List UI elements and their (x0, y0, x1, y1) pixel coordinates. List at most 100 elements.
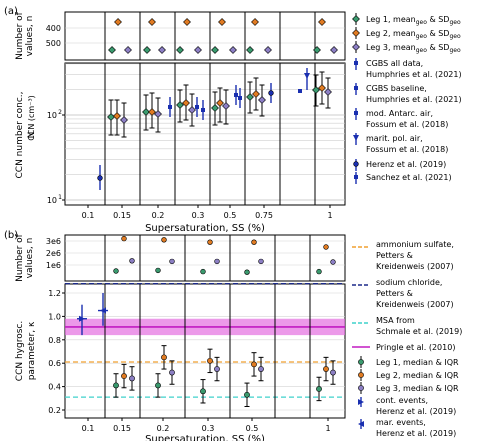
x-axis-label-b: Supersaturation, SS (%) (145, 434, 265, 441)
literature-marker-a (195, 105, 199, 109)
data-marker-leg3-b (258, 366, 264, 372)
legend-marker-a-lit (354, 175, 358, 179)
legend-label-a: marit. pol. air, (366, 134, 423, 143)
y-main-tick-a-exp: 2 (58, 109, 62, 116)
top-marker-leg1-a (211, 46, 219, 54)
y-main-tick-b: 0.8 (48, 336, 61, 345)
y-top-label-a: values, n (25, 16, 35, 57)
legend-label-b: Herenz et al. (2019) (376, 407, 456, 416)
data-marker-leg3-a (120, 116, 128, 124)
legend-marker-b-lit (358, 421, 364, 427)
y-top-label-a: Number of (15, 11, 25, 60)
legend-label-a: & SD (427, 15, 450, 24)
legend-label-a: Humphries et al. (2021) (366, 95, 462, 104)
literature-marker-a (201, 108, 205, 112)
legend-label-b: mar. events, (376, 418, 426, 427)
herenz-mar-marker-b (100, 307, 106, 314)
legend-label-b: Leg 2, median & IQR (376, 371, 459, 380)
legend-marker-b (358, 385, 364, 391)
top-marker-leg3-b (169, 258, 175, 265)
top-marker-leg3-b (129, 258, 135, 264)
herenz-marker-a (97, 175, 103, 181)
top-marker-leg2-b (207, 239, 213, 245)
legend-marker-a-lit (354, 111, 358, 115)
legend-label-b: Kreidenweis (2007) (376, 262, 454, 271)
data-marker-leg3-a (324, 88, 332, 96)
y-main-label-a-unit: CCN (cm⁻³) (27, 95, 36, 141)
y-main-label-a: CCN number conc., (15, 92, 25, 179)
legend-label-b: ammonium sulfate, (376, 240, 454, 249)
legend-label-a: Sanchez et al. (2021) (366, 173, 452, 182)
top-marker-leg1-b (244, 269, 250, 275)
legend-sub-a: geo (416, 47, 428, 54)
x-tick-label-a: 0.5 (224, 211, 237, 220)
legend-label-a: & SD (427, 43, 450, 52)
data-marker-leg2-b (251, 361, 257, 368)
data-marker-leg1-a (142, 108, 150, 116)
top-marker-leg3-b (258, 258, 264, 265)
data-marker-leg2-b (207, 357, 213, 364)
y-main-label-b: parameter, κ (27, 321, 37, 380)
data-marker-leg2-b (121, 373, 127, 379)
data-marker-leg1-a (176, 101, 184, 109)
panel-a-top-frame (64, 11, 346, 61)
data-marker-leg1-b (244, 391, 250, 398)
top-marker-leg2-b (323, 244, 329, 250)
literature-marker-a (238, 96, 242, 100)
data-marker-leg1-b (113, 382, 119, 389)
y-main-tick-b: 0.4 (48, 383, 61, 392)
legend-label-b: sodium chloride, (376, 278, 442, 287)
legend-label-b: cont. events, (376, 396, 428, 405)
y-top-tick-b: 3e6 (46, 237, 61, 246)
legend-label-b: Kreidenweis (2007) (376, 300, 454, 309)
data-marker-leg2-a (318, 84, 326, 92)
top-marker-leg2-a (114, 18, 122, 26)
x-tick-label-a: 0.75 (255, 211, 273, 220)
y-main-tick-a-exp: 1 (58, 194, 62, 201)
literature-marker-a (234, 93, 238, 97)
legend-label-b: Leg 3, median & IQR (376, 384, 459, 393)
legend-marker-a-lit (353, 135, 359, 141)
legend-label-a: CGBS all data, (366, 59, 423, 68)
data-marker-leg3-b (129, 375, 135, 382)
top-marker-leg1-b (316, 268, 322, 275)
data-marker-leg2-a (113, 112, 121, 120)
top-marker-leg3-a (158, 46, 166, 54)
data-marker-leg3-a (154, 110, 162, 118)
x-tick-label-a: 1 (327, 211, 332, 220)
x-tick-label-b: 0.15 (113, 424, 131, 433)
legend-label-a: Leg 2, meangeo & SDgeo (366, 29, 461, 40)
top-marker-leg1-a (176, 46, 184, 54)
legend-marker-b (358, 359, 364, 365)
y-top-label-b: Number of (15, 233, 25, 282)
data-marker-leg2-a (252, 90, 260, 98)
legend-marker-a-lit (354, 86, 358, 90)
literature-marker-a (298, 89, 302, 93)
legend-marker-a-lit (354, 61, 358, 65)
legend-sub-a: geo (449, 47, 461, 54)
y-main-tick-b: 1.0 (48, 312, 61, 321)
y-main-tick-b: 0.6 (48, 359, 61, 368)
top-marker-leg2-a (183, 18, 191, 26)
top-marker-leg1-a (108, 46, 116, 54)
legend-marker-a (352, 43, 360, 51)
y-top-tick-b: 1e6 (46, 261, 61, 270)
x-tick-label-a: 0.2 (152, 211, 165, 220)
x-tick-label-a: 0.3 (192, 211, 205, 220)
data-marker-leg3-a (188, 106, 196, 114)
x-tick-label-a: 0.15 (113, 211, 131, 220)
data-marker-leg2-a (182, 99, 190, 107)
literature-marker-a (268, 90, 274, 96)
data-marker-leg1-b (316, 386, 322, 392)
data-marker-leg3-b (330, 369, 336, 376)
data-marker-leg1-b (200, 388, 206, 395)
y-main-tick-a: 10 (47, 196, 57, 205)
y-main-tick-b: 1.2 (48, 289, 61, 298)
y-main-tick-b: 0.2 (48, 406, 61, 415)
data-marker-leg1-a (211, 104, 219, 112)
top-marker-leg3-a (264, 46, 272, 54)
data-marker-leg1-b (155, 382, 161, 389)
legend-label-a: & SD (427, 29, 450, 38)
x-tick-label-a: 0.1 (82, 211, 95, 220)
